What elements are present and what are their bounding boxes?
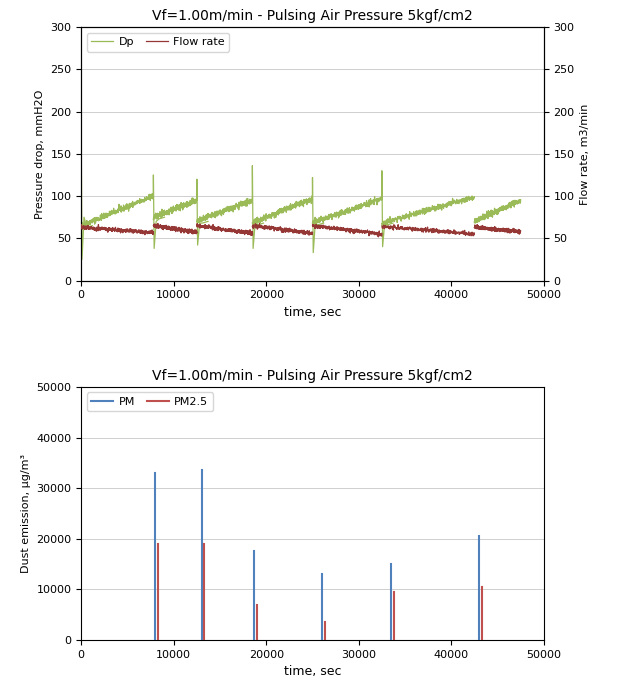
Y-axis label: Dust emission, μg/m³: Dust emission, μg/m³ (21, 454, 31, 573)
Y-axis label: Pressure drop, mmH2O: Pressure drop, mmH2O (35, 89, 45, 219)
Title: Vf=1.00m/min - Pulsing Air Pressure 5kgf/cm2: Vf=1.00m/min - Pulsing Air Pressure 5kgf… (152, 369, 473, 383)
Flow rate (106, 226, 114, 234)
Flow rate (149, 228, 157, 236)
PM (151, 636, 159, 644)
Y-axis label: Flow rate, m3/min: Flow rate, m3/min (580, 104, 590, 204)
PM2.5 (154, 540, 162, 548)
Dp (101, 212, 109, 220)
Flow rate (130, 227, 138, 235)
Dp (86, 221, 94, 229)
X-axis label: time, sec: time, sec (284, 306, 341, 319)
Line: Flow rate: Flow rate (81, 225, 153, 235)
Flow rate (130, 226, 138, 234)
Flow rate (78, 223, 85, 232)
Dp (130, 201, 138, 209)
Dp (80, 223, 88, 232)
PM2.5 (154, 636, 162, 644)
Dp (149, 189, 156, 197)
Flow rate (141, 231, 149, 239)
PM (151, 469, 159, 477)
Dp (123, 200, 131, 208)
Flow rate (86, 225, 94, 233)
X-axis label: time, sec: time, sec (284, 665, 341, 678)
Flow rate (94, 221, 102, 229)
Legend: Dp, Flow rate: Dp, Flow rate (87, 33, 229, 52)
Dp (106, 209, 114, 217)
Dp (130, 201, 138, 209)
Flow rate (101, 225, 109, 234)
Dp (149, 190, 157, 198)
Legend: PM, PM2.5: PM, PM2.5 (87, 392, 213, 411)
Title: Vf=1.00m/min - Pulsing Air Pressure 5kgf/cm2: Vf=1.00m/min - Pulsing Air Pressure 5kgf… (152, 10, 473, 23)
Line: Dp: Dp (81, 193, 153, 227)
Dp (78, 221, 85, 229)
Flow rate (123, 227, 131, 235)
